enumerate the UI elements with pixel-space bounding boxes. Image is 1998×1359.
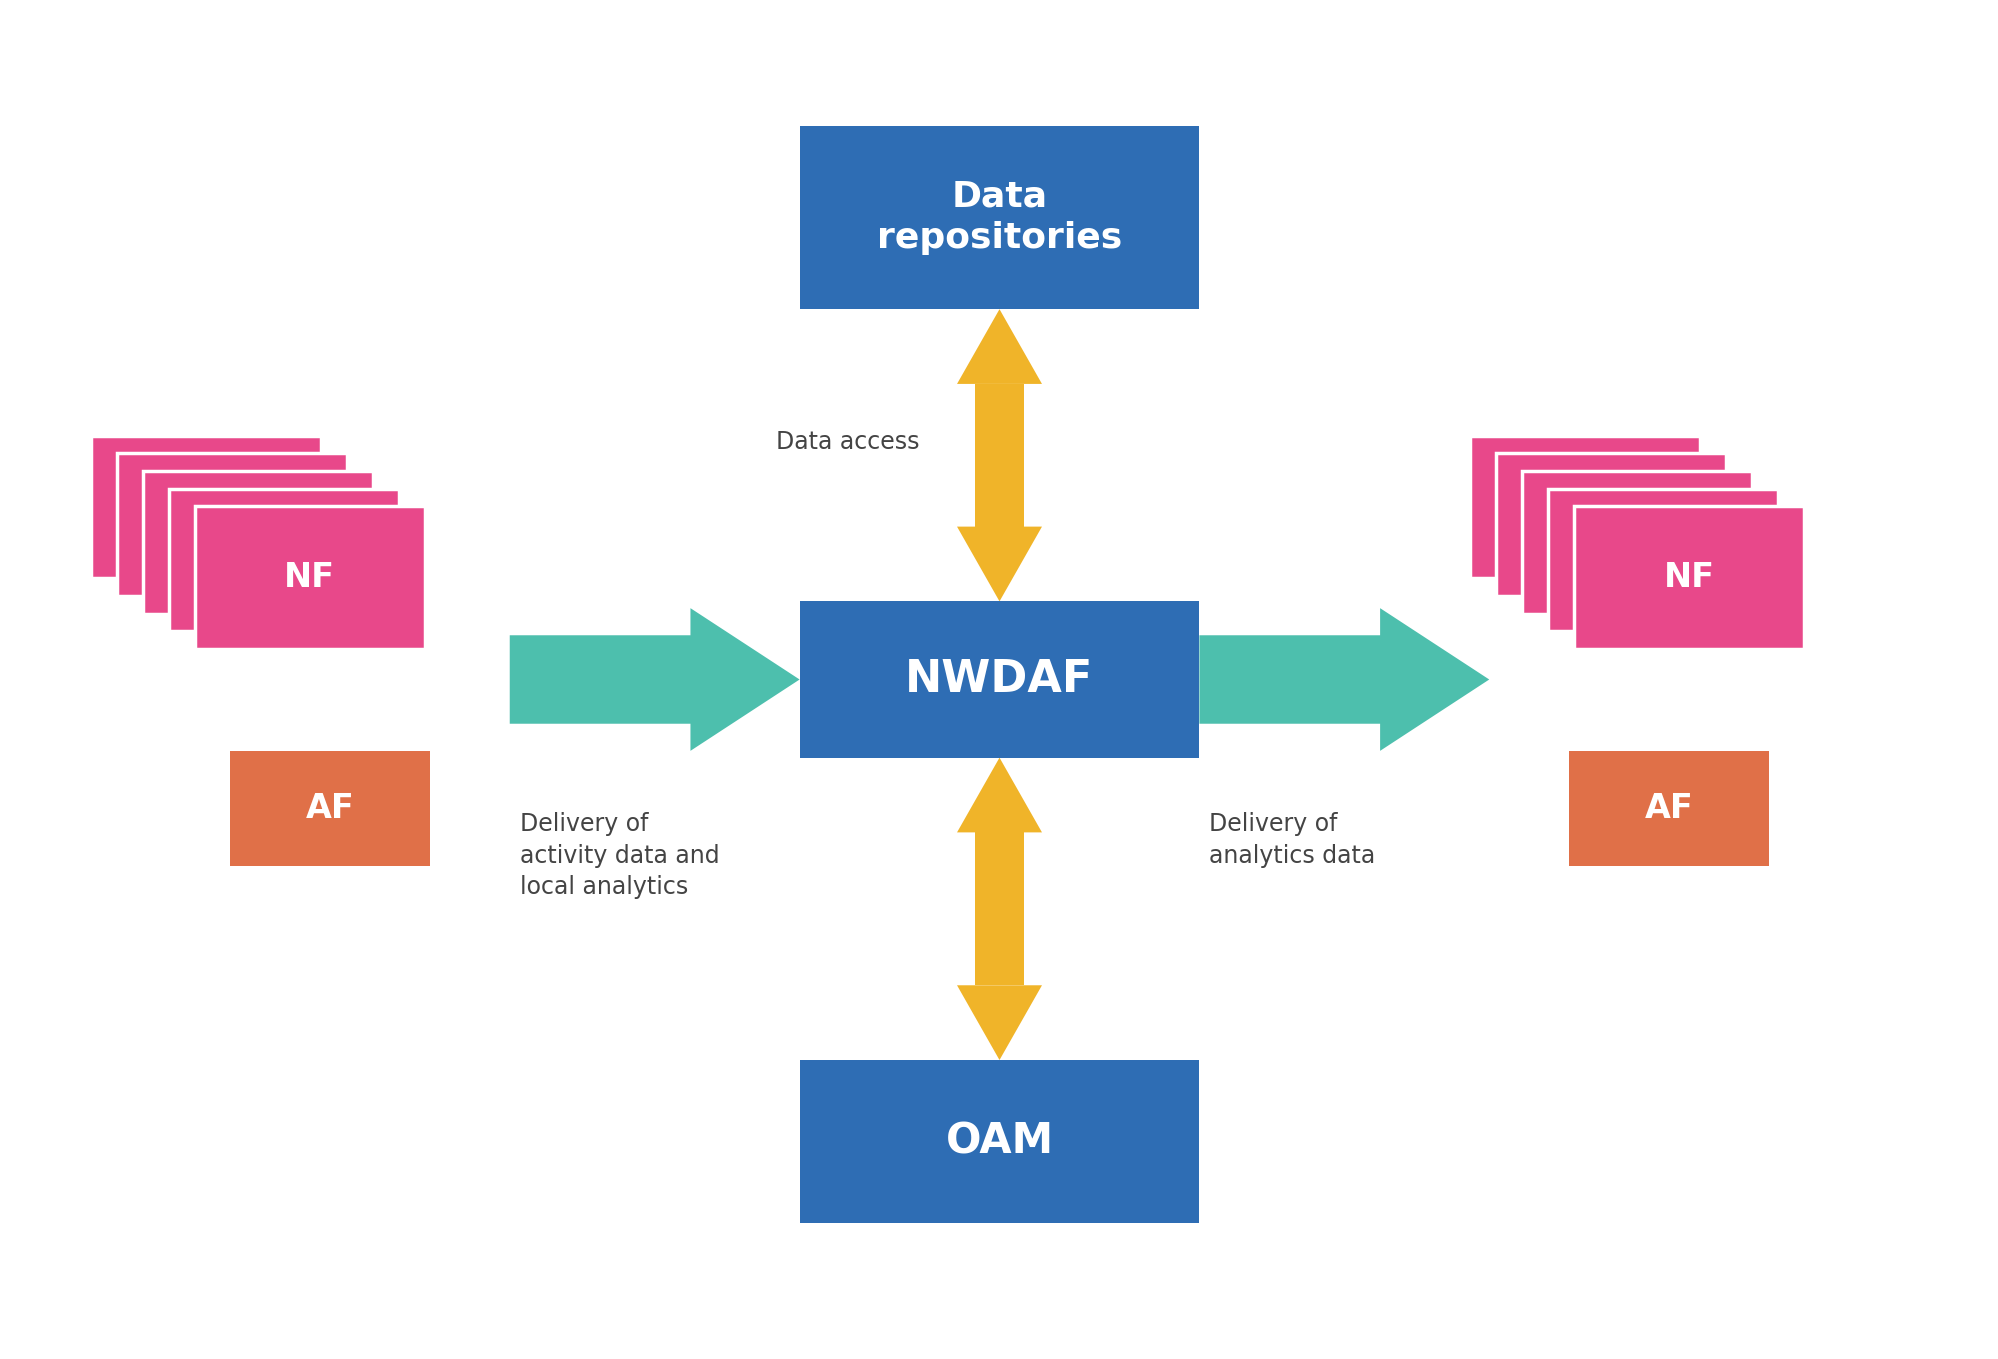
FancyBboxPatch shape bbox=[196, 507, 426, 650]
FancyBboxPatch shape bbox=[144, 472, 372, 614]
Polygon shape bbox=[973, 832, 1023, 985]
Polygon shape bbox=[957, 985, 1041, 1060]
Text: AF: AF bbox=[1644, 792, 1692, 825]
FancyBboxPatch shape bbox=[1574, 507, 1802, 650]
Text: Delivery of
activity data and
local analytics: Delivery of activity data and local anal… bbox=[519, 811, 719, 900]
Polygon shape bbox=[1199, 609, 1489, 750]
Text: Data
repositories: Data repositories bbox=[877, 179, 1121, 255]
Polygon shape bbox=[973, 385, 1023, 526]
FancyBboxPatch shape bbox=[1469, 435, 1698, 579]
Polygon shape bbox=[957, 526, 1041, 601]
Text: NF: NF bbox=[284, 561, 336, 594]
FancyBboxPatch shape bbox=[1546, 489, 1778, 631]
Text: Data access: Data access bbox=[775, 429, 919, 454]
Text: OAM: OAM bbox=[945, 1121, 1053, 1162]
FancyBboxPatch shape bbox=[230, 750, 430, 867]
FancyBboxPatch shape bbox=[168, 489, 400, 631]
FancyBboxPatch shape bbox=[799, 601, 1199, 758]
Polygon shape bbox=[957, 758, 1041, 832]
FancyBboxPatch shape bbox=[1495, 454, 1724, 595]
Polygon shape bbox=[509, 609, 799, 750]
FancyBboxPatch shape bbox=[116, 454, 348, 595]
Text: NF: NF bbox=[1662, 561, 1714, 594]
FancyBboxPatch shape bbox=[1568, 750, 1768, 867]
Text: Delivery of
analytics data: Delivery of analytics data bbox=[1209, 811, 1375, 867]
Polygon shape bbox=[957, 310, 1041, 385]
Text: NWDAF: NWDAF bbox=[905, 658, 1093, 701]
Text: AF: AF bbox=[306, 792, 354, 825]
FancyBboxPatch shape bbox=[92, 435, 320, 579]
FancyBboxPatch shape bbox=[799, 126, 1199, 310]
FancyBboxPatch shape bbox=[799, 1060, 1199, 1223]
FancyBboxPatch shape bbox=[1520, 472, 1750, 614]
